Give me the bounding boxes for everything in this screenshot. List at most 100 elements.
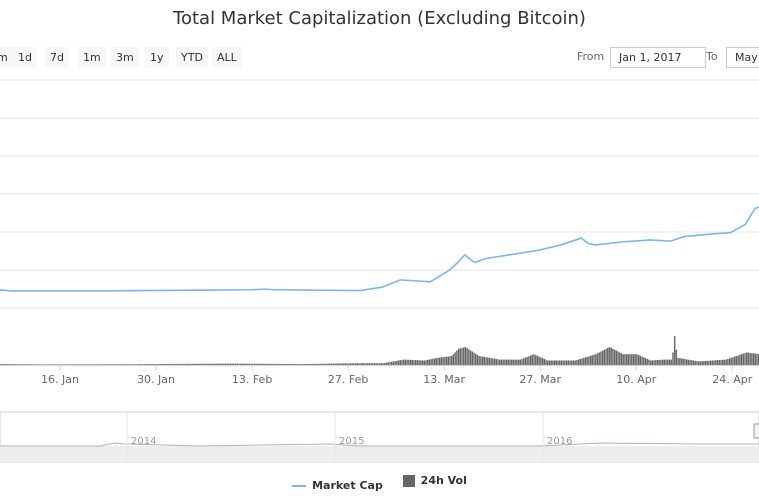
volume-bar <box>27 364 29 365</box>
volume-bar <box>409 359 412 365</box>
volume-bar <box>401 359 403 365</box>
volume-bar <box>216 363 218 365</box>
volume-bar <box>234 363 237 365</box>
volume-bar <box>620 353 623 365</box>
volume-bar <box>289 364 292 365</box>
volume-bar <box>581 358 583 365</box>
volume-bar <box>70 364 72 365</box>
volume-bar <box>121 364 124 365</box>
volume-bar <box>545 359 547 365</box>
volume-bar <box>250 363 252 365</box>
volume-bar <box>478 356 480 365</box>
volume-bar <box>499 359 501 365</box>
navigator-area <box>0 446 759 462</box>
volume-bar <box>644 358 647 365</box>
volume-bar <box>703 361 705 365</box>
range-button-3m[interactable]: 3m <box>111 47 139 68</box>
volume-bar <box>104 364 106 365</box>
volume-bar <box>298 364 300 365</box>
volume-bar <box>727 359 729 365</box>
volume-bar <box>480 356 482 365</box>
volume-bar <box>459 348 461 365</box>
volume-bar <box>286 363 288 365</box>
volume-bar <box>181 363 184 365</box>
range-button-1d[interactable]: 1d <box>13 47 37 68</box>
volume-bar <box>349 363 352 365</box>
navigator-handle[interactable] <box>753 423 759 439</box>
volume-bar <box>282 363 285 365</box>
range-button-7d[interactable]: 7d <box>45 47 69 68</box>
volume-bar <box>463 347 465 365</box>
volume-bar <box>487 357 489 365</box>
volume-bar <box>370 363 372 365</box>
volume-bar <box>198 363 201 365</box>
volume-bar <box>516 359 518 365</box>
to-date-input[interactable]: May <box>726 47 759 68</box>
volume-bar <box>632 354 635 365</box>
volume-bar <box>236 363 239 365</box>
volume-bar <box>425 360 427 365</box>
volume-bar <box>598 352 600 365</box>
volume-bar <box>63 364 65 365</box>
volume-bar <box>368 363 371 365</box>
volume-bar <box>531 354 534 365</box>
x-tick-label: 13. Feb <box>232 373 272 386</box>
volume-bar <box>209 363 211 365</box>
range-button-ytd[interactable]: YTD <box>176 47 208 68</box>
volume-bar <box>373 363 376 365</box>
volume-bar <box>461 347 463 365</box>
volume-bar <box>447 356 449 365</box>
volume-bar <box>607 347 609 365</box>
volume-bar <box>113 364 115 365</box>
volume-bar <box>456 350 458 365</box>
volume-bar <box>649 360 652 365</box>
volume-bar <box>231 363 233 365</box>
volume-bar <box>219 363 221 365</box>
volume-bar <box>519 359 522 365</box>
volume-bar <box>396 360 398 365</box>
volume-bar <box>162 364 165 365</box>
from-date-input[interactable]: Jan 1, 2017 <box>610 47 706 68</box>
volume-bar <box>433 358 436 365</box>
volume-bar <box>711 360 714 365</box>
range-button-all[interactable]: ALL <box>212 47 242 68</box>
legend-market-cap[interactable]: Market Cap <box>292 479 383 492</box>
range-button-1y[interactable]: 1y <box>145 47 169 68</box>
range-button-m[interactable]: m <box>0 47 13 68</box>
volume-bar <box>444 356 446 365</box>
volume-bar <box>423 360 425 365</box>
volume-bar <box>437 357 439 365</box>
volume-bar <box>560 360 563 365</box>
volume-bar <box>0 364 2 365</box>
volume-bar <box>315 363 317 365</box>
volume-bar <box>608 347 611 365</box>
range-button-1m[interactable]: 1m <box>78 47 106 68</box>
volume-bar <box>291 364 293 365</box>
volume-bar <box>375 363 377 365</box>
legend-24h-vol[interactable]: 24h Vol <box>402 474 467 487</box>
volume-bar <box>588 356 590 365</box>
volume-bar <box>406 359 408 365</box>
volume-bar <box>325 363 328 365</box>
volume-bar <box>413 360 415 365</box>
volume-bar <box>228 363 230 365</box>
volume-bar <box>646 358 648 365</box>
volume-bar <box>380 363 383 365</box>
volume-bar <box>252 363 254 365</box>
volume-bar <box>140 364 143 365</box>
volume-bar <box>35 364 38 365</box>
volume-bar <box>505 359 508 365</box>
volume-bar <box>500 359 503 365</box>
volume-bar <box>392 361 395 365</box>
volume-bar <box>164 364 167 365</box>
volume-bar <box>317 363 319 365</box>
volume-bar <box>521 358 523 365</box>
volume-bar <box>29 364 31 365</box>
volume-bar <box>752 353 755 365</box>
volume-bar <box>274 363 276 365</box>
volume-bar <box>84 364 86 365</box>
x-tick-label: 10. Apr <box>616 373 656 386</box>
volume-bar <box>51 364 53 365</box>
volume-bar <box>553 360 556 365</box>
volume-bar <box>204 363 206 365</box>
